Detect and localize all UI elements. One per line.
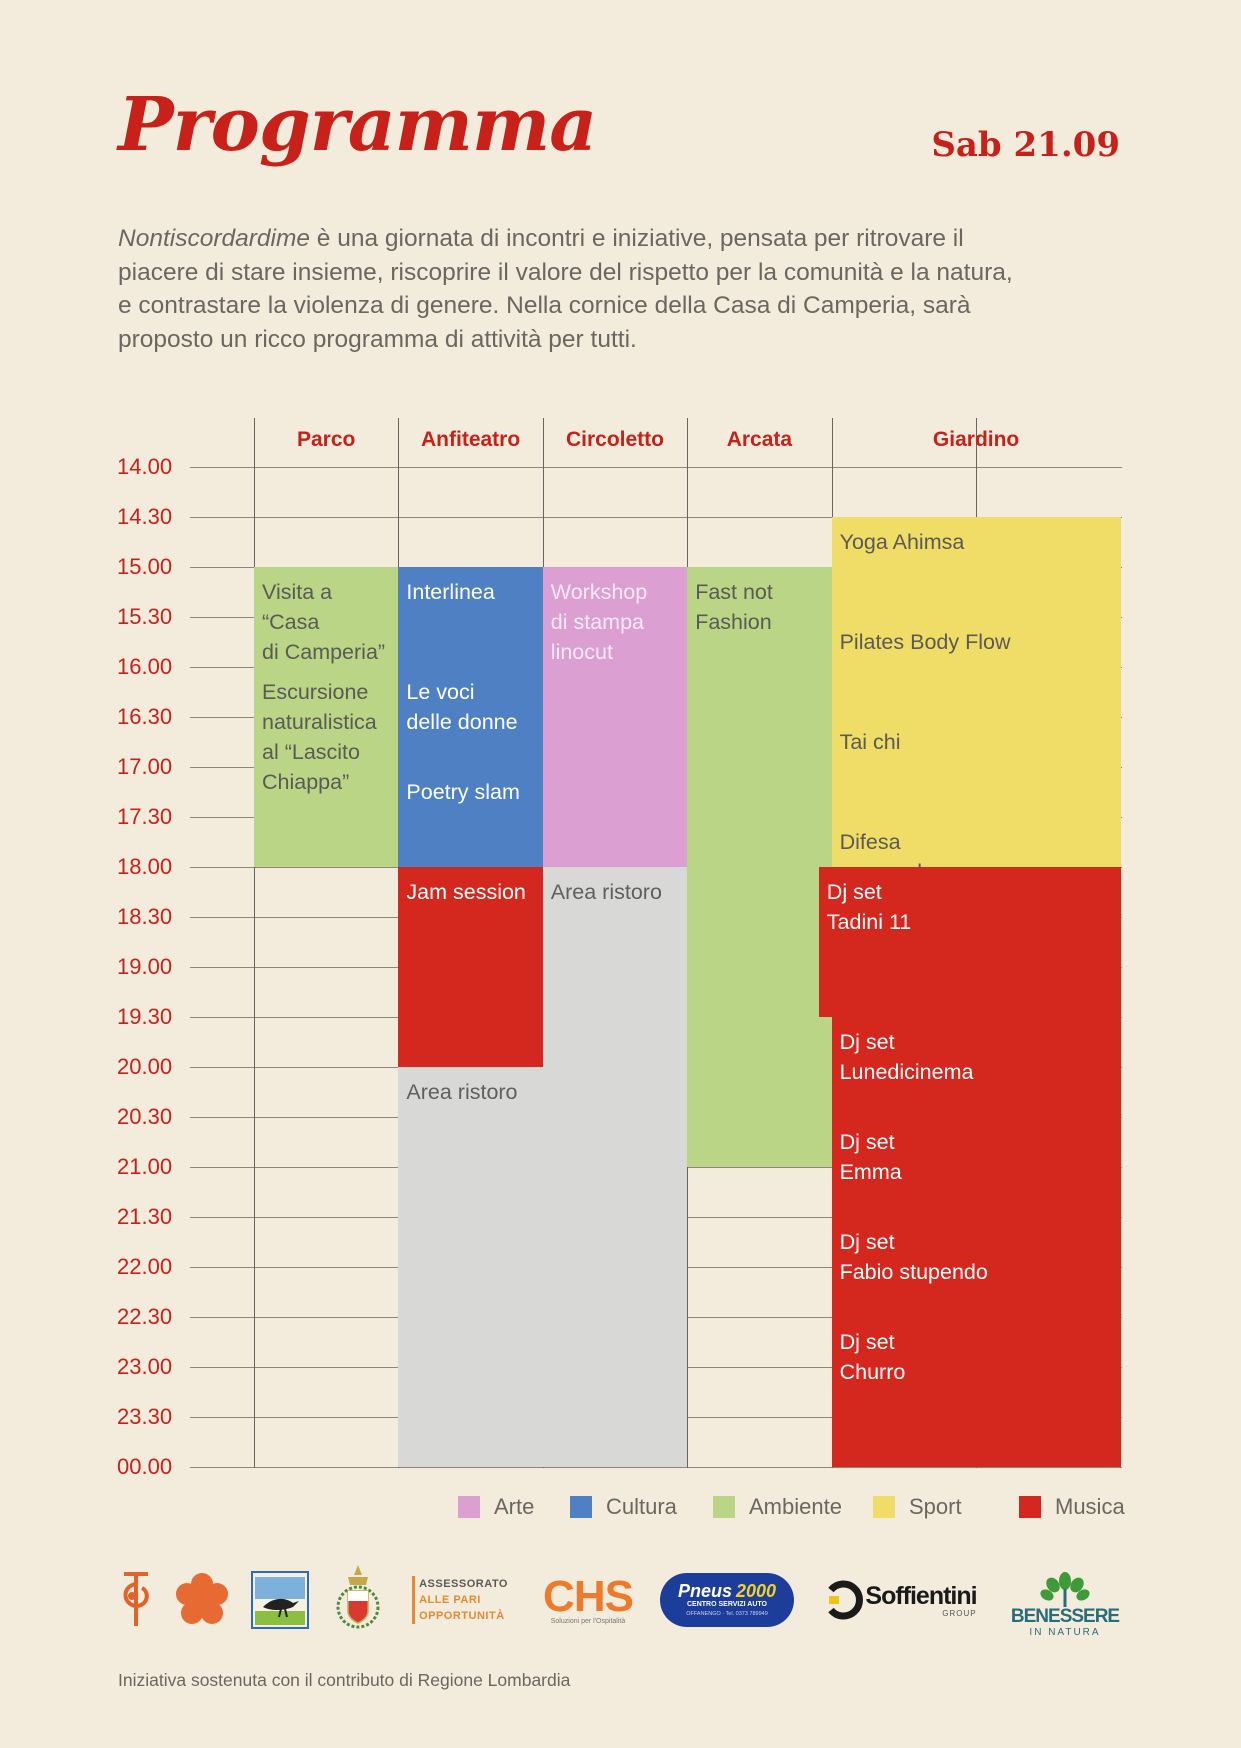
chs-wordmark: CHS	[543, 1571, 634, 1621]
pneus-wordmark: Pneus	[677, 1581, 732, 1601]
time-label: 16.30	[117, 704, 173, 729]
legend-label: Musica	[1055, 1494, 1125, 1519]
legend-label: Cultura	[606, 1494, 677, 1519]
time-label: 22.00	[117, 1254, 173, 1279]
grid-vline	[254, 418, 255, 1468]
grid-hline	[190, 517, 1122, 518]
legend-item: Ambiente	[713, 1494, 842, 1520]
venue-header: Circoletto	[565, 428, 664, 451]
grid-hline	[190, 1467, 1122, 1468]
event-block[interactable]: Dj set Lunedicinema	[831, 1017, 1121, 1117]
event-block[interactable]: Area ristoro	[542, 867, 688, 1467]
logo-benessere: BENESSERE IN NATURA	[1010, 1566, 1120, 1642]
intro-paragraph: Nontiscordardime è una giornata di incon…	[118, 222, 1018, 356]
event-date: Sab 21.09	[931, 125, 1120, 165]
pneus-number: 2000	[735, 1581, 777, 1601]
time-label: 21.30	[117, 1204, 173, 1229]
legend-label: Arte	[494, 1494, 535, 1519]
venue-header: Parco	[297, 428, 356, 451]
time-label: 23.30	[117, 1404, 173, 1429]
time-label: 22.30	[117, 1304, 173, 1329]
time-label: 23.00	[117, 1354, 173, 1379]
event-block[interactable]: Area ristoro	[398, 1067, 543, 1467]
event-block[interactable]: Dj set Churro	[831, 1317, 1121, 1467]
time-label: 18.00	[117, 854, 173, 879]
legend-item: Sport	[873, 1494, 962, 1520]
venue-header: Arcata	[726, 428, 793, 451]
assessorato-line-3: OPPORTUNITÀ	[419, 1610, 505, 1622]
event-name: Nontiscordardime	[118, 225, 310, 252]
time-label: 18.30	[117, 904, 173, 929]
logo-emblem	[117, 1568, 155, 1632]
legend-swatch	[713, 1496, 735, 1518]
event-block[interactable]: Interlinea	[398, 567, 543, 667]
logo-bird-landscape	[251, 1568, 309, 1632]
time-label: 14.30	[117, 504, 173, 529]
time-label: 17.00	[117, 754, 173, 779]
event-block[interactable]: Poetry slam	[398, 767, 543, 867]
pneus-city: OFFANENGO · Tel. 0373 789949	[686, 1611, 768, 1617]
soffientini-wordmark: Soffientini	[865, 1581, 977, 1610]
time-label: 19.00	[117, 954, 173, 979]
time-label: 15.30	[117, 604, 173, 629]
legend-label: Ambiente	[749, 1494, 842, 1519]
soffientini-group: GROUP	[942, 1608, 977, 1618]
pneus-subtitle: CENTRO SERVIZI AUTO	[687, 1601, 767, 1608]
legend-label: Sport	[909, 1494, 962, 1519]
event-block[interactable]: Dj set Fabio stupendo	[831, 1217, 1121, 1317]
tree-icon	[1040, 1571, 1090, 1607]
time-label: 19.30	[117, 1004, 173, 1029]
event-block[interactable]: Escursione naturalistica al “Lascito Chi…	[254, 667, 399, 867]
event-block[interactable]: Yoga Ahimsa	[831, 517, 1121, 617]
logo-chs: CHS Soluzioni per l'Ospitalità	[536, 1568, 640, 1632]
chs-tagline: Soluzioni per l'Ospitalità	[550, 1617, 626, 1625]
time-label: 00.00	[117, 1454, 173, 1479]
legend-swatch	[873, 1496, 895, 1518]
page-title: Programma	[118, 82, 597, 168]
time-label: 21.00	[117, 1154, 173, 1179]
intro-text: è una giornata di incontri e iniziative,…	[118, 225, 1013, 353]
legend-item: Arte	[458, 1494, 534, 1520]
benessere-tagline: IN NATURA	[1029, 1626, 1101, 1638]
event-block[interactable]: Fast not Fashion	[687, 567, 832, 1167]
time-label: 20.30	[117, 1104, 173, 1129]
time-label: 15.00	[117, 554, 173, 579]
logo-soffientini: Soffientini GROUP	[816, 1568, 988, 1632]
legend-swatch	[1019, 1496, 1041, 1518]
legend-item: Cultura	[570, 1494, 677, 1520]
event-block[interactable]: Tai chi	[831, 717, 1121, 817]
footer-credit: Iniziativa sostenuta con il contributo d…	[118, 1670, 571, 1690]
time-label: 17.30	[117, 804, 173, 829]
legend-swatch	[570, 1496, 592, 1518]
benessere-wordmark: BENESSERE	[1010, 1605, 1120, 1627]
event-block[interactable]: Visita a “Casa di Camperia”	[254, 567, 399, 667]
soffientini-mark-icon	[828, 1580, 864, 1620]
assessorato-line-1: ASSESSORATO	[419, 1578, 508, 1590]
time-label: 14.00	[117, 454, 173, 479]
legend-item: Musica	[1019, 1494, 1125, 1520]
venue-header: Anfiteatro	[421, 428, 521, 451]
logo-comune-crest	[334, 1560, 382, 1640]
event-block[interactable]: Jam session	[398, 867, 543, 1067]
event-block[interactable]: Dj set Emma	[831, 1117, 1121, 1217]
time-label: 16.00	[117, 654, 173, 679]
event-block[interactable]: Workshop di stampa linocut	[542, 567, 688, 867]
event-block[interactable]: Pilates Body Flow	[831, 617, 1121, 717]
legend-swatch	[458, 1496, 480, 1518]
logo-fiori	[172, 1568, 232, 1632]
grid-hline	[190, 467, 1122, 468]
logo-assessorato: ASSESSORATO ALLE PARI OPPORTUNITÀ	[410, 1568, 510, 1632]
event-block[interactable]: Le voci delle donne	[398, 667, 543, 767]
event-block[interactable]: Dj set Tadini 11	[818, 867, 1121, 1017]
assessorato-line-2: ALLE PARI	[419, 1594, 481, 1606]
time-label: 20.00	[117, 1054, 173, 1079]
logo-pneus-2000: Pneus 2000 CENTRO SERVIZI AUTO OFFANENGO…	[659, 1568, 795, 1632]
venue-header: Giardino	[932, 428, 1020, 451]
